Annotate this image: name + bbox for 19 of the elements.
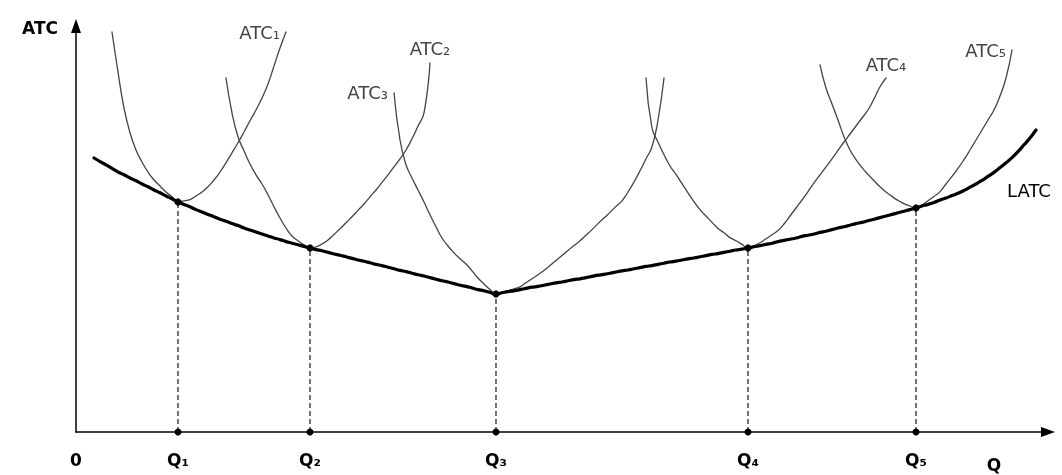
series-label: ATC₃ — [347, 82, 388, 104]
x-tick-label: 0 — [70, 449, 83, 470]
x-tick-label: Q₂ — [299, 449, 321, 470]
x-tick-label: Q₁ — [167, 449, 189, 470]
point — [174, 198, 182, 206]
x-tick-label: Q₃ — [485, 449, 507, 470]
point — [492, 290, 500, 298]
point — [306, 244, 314, 252]
series-label: ATC₅ — [965, 39, 1006, 61]
series-label: ATC₁ — [239, 21, 280, 43]
point — [912, 204, 920, 212]
x-tick-label: Q₄ — [737, 449, 759, 470]
y-axis-title: ATC — [22, 18, 58, 38]
series-label: LATC — [1007, 179, 1051, 201]
x-axis-title: Q — [986, 454, 1002, 475]
point — [744, 244, 752, 252]
series-label: ATC₂ — [409, 38, 451, 60]
x-tick-label: Q₅ — [905, 449, 927, 470]
series-label: ATC₄ — [865, 53, 907, 75]
